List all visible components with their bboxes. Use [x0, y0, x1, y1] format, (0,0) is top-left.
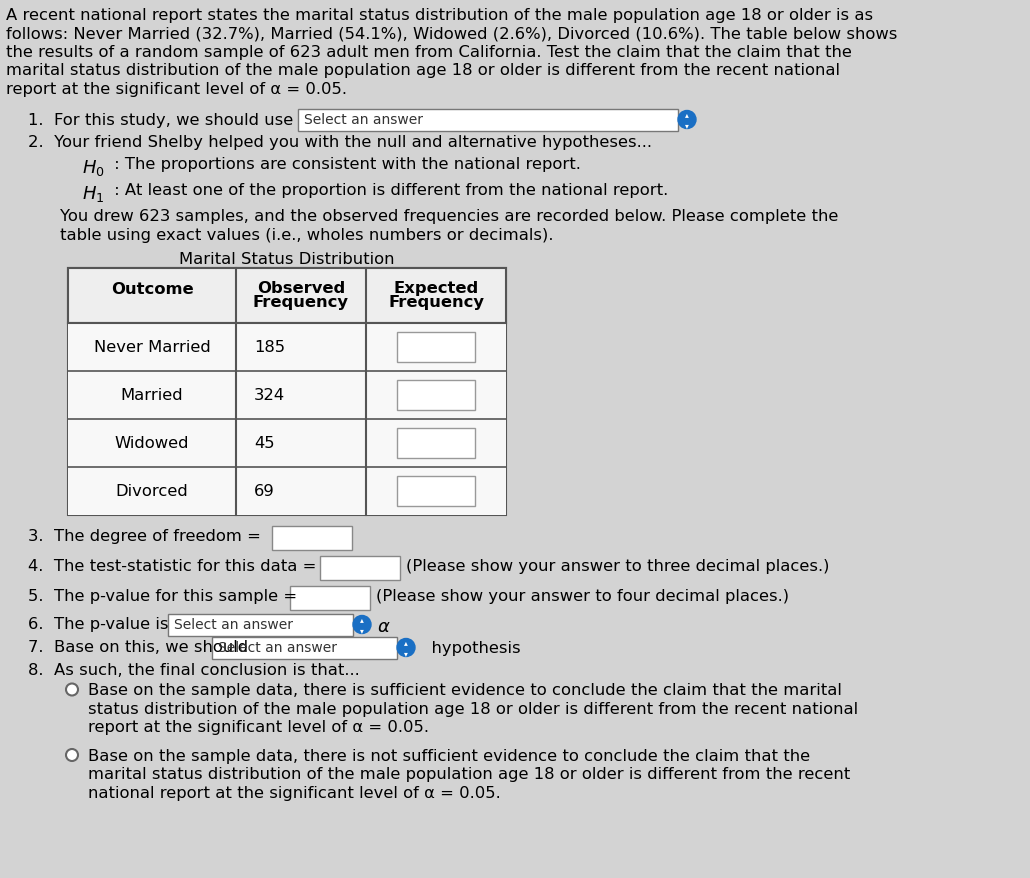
- Bar: [68, 371, 506, 419]
- Text: table using exact values (i.e., wholes numbers or decimals).: table using exact values (i.e., wholes n…: [60, 227, 553, 242]
- Text: A recent national report states the marital status distribution of the male popu: A recent national report states the mari…: [6, 8, 873, 23]
- Circle shape: [397, 639, 415, 657]
- Text: 69: 69: [254, 484, 275, 499]
- Text: follows: Never Married (32.7%), Married (54.1%), Widowed (2.6%), Divorced (10.6%: follows: Never Married (32.7%), Married …: [6, 26, 897, 41]
- Text: $H_0$: $H_0$: [82, 157, 105, 177]
- Text: Base on the sample data, there is not sufficient evidence to conclude the claim : Base on the sample data, there is not su…: [88, 748, 811, 763]
- Circle shape: [678, 112, 696, 129]
- Text: Outcome: Outcome: [110, 282, 194, 297]
- Text: marital status distribution of the male population age 18 or older is different : marital status distribution of the male …: [88, 766, 850, 781]
- Text: 4.  The test-statistic for this data =: 4. The test-statistic for this data =: [28, 559, 316, 574]
- Text: Widowed: Widowed: [114, 435, 190, 450]
- Text: Observed: Observed: [256, 281, 345, 296]
- Text: Select an answer: Select an answer: [304, 113, 423, 127]
- Bar: [320, 556, 400, 579]
- Circle shape: [66, 749, 78, 761]
- Text: national report at the significant level of α = 0.05.: national report at the significant level…: [88, 785, 501, 800]
- Text: Never Married: Never Married: [94, 340, 210, 355]
- Text: 3.  The degree of freedom =: 3. The degree of freedom =: [28, 529, 261, 543]
- Text: Frequency: Frequency: [253, 295, 349, 310]
- Bar: [68, 268, 506, 515]
- Text: ▾: ▾: [360, 626, 364, 635]
- Text: 7.  Base on this, we should: 7. Base on this, we should: [28, 640, 248, 655]
- Circle shape: [66, 684, 78, 695]
- Bar: [397, 476, 475, 506]
- Text: report at the significant level of α = 0.05.: report at the significant level of α = 0…: [6, 82, 347, 97]
- Text: report at the significant level of α = 0.05.: report at the significant level of α = 0…: [88, 720, 430, 735]
- Text: ▾: ▾: [685, 121, 689, 130]
- Text: α: α: [377, 618, 389, 636]
- Text: Base on the sample data, there is sufficient evidence to conclude the claim that: Base on the sample data, there is suffic…: [88, 683, 842, 698]
- Text: 324: 324: [254, 387, 285, 402]
- Text: 185: 185: [254, 340, 285, 355]
- Bar: [68, 268, 506, 323]
- Text: 8.  As such, the final conclusion is that...: 8. As such, the final conclusion is that…: [28, 663, 359, 678]
- Bar: [68, 467, 506, 515]
- Text: Marital Status Distribution: Marital Status Distribution: [179, 252, 394, 267]
- Circle shape: [353, 615, 371, 634]
- Text: Divorced: Divorced: [115, 484, 188, 499]
- Text: 6.  The p-value is: 6. The p-value is: [28, 617, 169, 632]
- Text: 5.  The p-value for this sample =: 5. The p-value for this sample =: [28, 589, 297, 604]
- Bar: [397, 428, 475, 458]
- Text: ▴: ▴: [404, 637, 408, 647]
- Text: marital status distribution of the male population age 18 or older is different : marital status distribution of the male …: [6, 63, 840, 78]
- Text: $H_1$: $H_1$: [82, 184, 104, 204]
- Text: Select an answer: Select an answer: [218, 641, 337, 655]
- Text: 1.  For this study, we should use: 1. For this study, we should use: [28, 112, 294, 127]
- Bar: [397, 332, 475, 362]
- Text: status distribution of the male population age 18 or older is different from the: status distribution of the male populati…: [88, 702, 858, 716]
- Bar: [272, 526, 352, 550]
- Text: ▴: ▴: [360, 615, 364, 623]
- Text: Frequency: Frequency: [388, 295, 484, 310]
- Text: (Please show your answer to four decimal places.): (Please show your answer to four decimal…: [376, 589, 789, 604]
- Bar: [68, 323, 506, 371]
- Text: 2.  Your friend Shelby helped you with the null and alternative hypotheses...: 2. Your friend Shelby helped you with th…: [28, 135, 652, 150]
- Bar: [68, 419, 506, 467]
- Text: : The proportions are consistent with the national report.: : The proportions are consistent with th…: [109, 157, 581, 172]
- Bar: [397, 380, 475, 410]
- Bar: [290, 586, 370, 610]
- Text: Married: Married: [121, 387, 183, 402]
- Text: ▴: ▴: [685, 111, 689, 119]
- Text: : At least one of the proportion is different from the national report.: : At least one of the proportion is diff…: [109, 184, 668, 198]
- Text: the results of a random sample of 623 adult men from California. Test the claim : the results of a random sample of 623 ad…: [6, 45, 852, 60]
- Text: Expected: Expected: [393, 281, 479, 296]
- Bar: [298, 110, 678, 132]
- Text: 45: 45: [254, 435, 275, 450]
- Bar: [168, 614, 353, 636]
- Text: You drew 623 samples, and the observed frequencies are recorded below. Please co: You drew 623 samples, and the observed f…: [60, 209, 838, 224]
- Text: (Please show your answer to three decimal places.): (Please show your answer to three decima…: [406, 559, 829, 574]
- Text: ▾: ▾: [404, 649, 408, 658]
- Text: Select an answer: Select an answer: [174, 618, 293, 632]
- Text: hypothesis: hypothesis: [421, 641, 520, 656]
- Bar: [212, 637, 397, 658]
